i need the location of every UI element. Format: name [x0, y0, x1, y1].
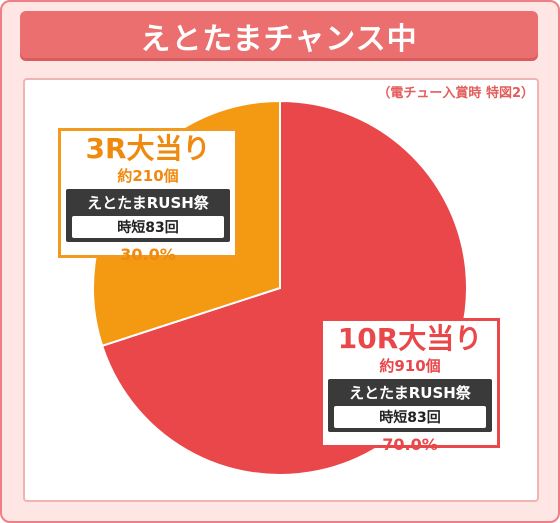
slice-percent-10r: 70.0%	[382, 435, 438, 454]
label-box-3r: 3R大当り 約210個 えとたまRUSH祭 時短83回 30.0%	[58, 128, 238, 264]
slice-label-3r: 3R大当り	[85, 132, 211, 165]
mode-label-10r: えとたまRUSH祭	[349, 384, 471, 402]
label-box-10r: 10R大当り 約910個 えとたまRUSH祭 時短83回 70.0%	[320, 318, 500, 454]
slice-label-10r: 10R大当り	[337, 322, 483, 355]
slice-percent-3r: 30.0%	[120, 245, 176, 264]
detail-chip-10r: 時短83回	[334, 406, 486, 428]
slice-subtitle-10r: 約910個	[379, 357, 441, 375]
page-title: えとたまチャンス中	[20, 11, 538, 61]
condition-note: （電チュー入賞時 特図2）	[377, 86, 534, 101]
mode-label-3r: えとたまRUSH祭	[87, 194, 209, 212]
detail-chip-3r: 時短83回	[72, 216, 224, 238]
mode-band-3r: えとたまRUSH祭 時短83回	[66, 189, 230, 242]
slice-subtitle-3r: 約210個	[117, 167, 179, 185]
mode-band-10r: えとたまRUSH祭 時短83回	[328, 379, 492, 432]
